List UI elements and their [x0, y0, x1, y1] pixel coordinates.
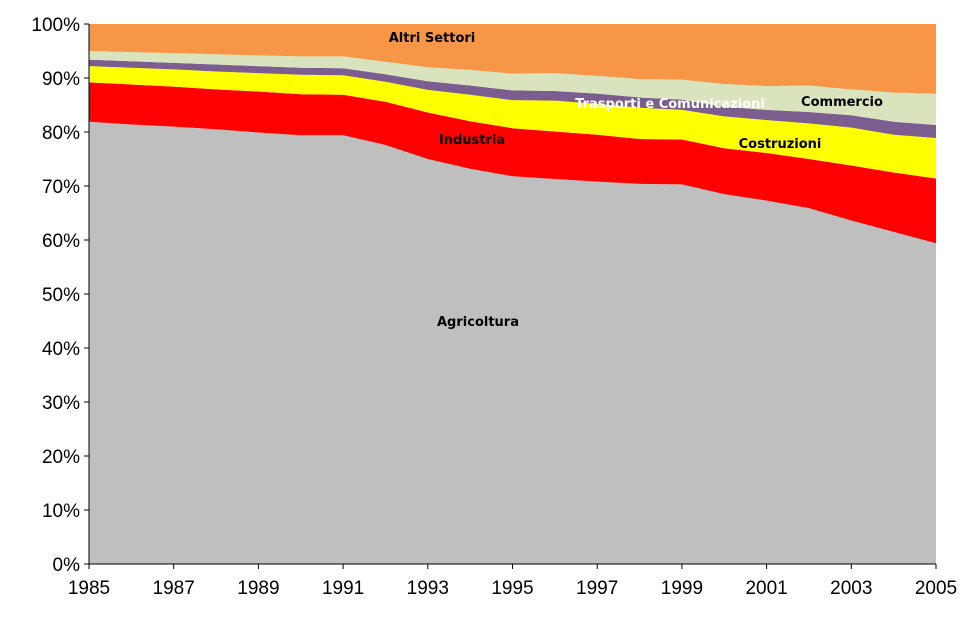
- label-commercio: Commercio: [801, 95, 883, 110]
- series-labels: Agricoltura Industria Costruzioni Traspo…: [389, 31, 883, 330]
- x-tick-label: 1995: [491, 578, 533, 599]
- label-costruzioni: Costruzioni: [739, 137, 822, 152]
- area-costruzioni: [89, 66, 936, 179]
- x-tick-label: 2005: [915, 578, 957, 599]
- y-tick-label: 60%: [42, 231, 80, 252]
- x-tick-label: 1997: [576, 578, 618, 599]
- x-tick-label: 1991: [322, 578, 364, 599]
- x-tick-label: 2001: [745, 578, 787, 599]
- x-tick-label: 1993: [407, 578, 449, 599]
- y-tick-label: 20%: [42, 447, 80, 468]
- x-tick-label: 1985: [68, 578, 110, 599]
- x-tick-label: 1999: [661, 578, 703, 599]
- y-tick-label: 100%: [31, 15, 80, 36]
- area-commercio: [89, 51, 936, 125]
- y-tick-label: 0%: [53, 555, 81, 576]
- y-tick-label: 10%: [42, 501, 80, 522]
- label-trasporti: Trasporti e Comunicazioni: [575, 97, 765, 112]
- y-tick-label: 90%: [42, 69, 80, 90]
- y-tick-label: 80%: [42, 123, 80, 144]
- area-trasporti-e-comunicazioni: [89, 59, 936, 138]
- x-tick-label: 1987: [153, 578, 195, 599]
- area-industria: [89, 82, 936, 244]
- x-tick-labels: 1985 1987 1989 1991 1993 1995 1997 1999 2001 2003…: [68, 564, 957, 599]
- y-tick-label: 50%: [42, 285, 80, 306]
- y-tick-label: 70%: [42, 177, 80, 198]
- x-tick-label: 2003: [830, 578, 872, 599]
- label-agricoltura: Agricoltura: [437, 315, 519, 330]
- y-tick-label: 40%: [42, 339, 80, 360]
- area-altri-settori: [89, 24, 936, 94]
- label-altri-settori: Altri Settori: [389, 31, 476, 46]
- area-agricoltura: [89, 121, 936, 565]
- label-industria: Industria: [439, 133, 505, 148]
- area-series-group: [89, 24, 936, 565]
- y-tick-label: 30%: [42, 393, 80, 414]
- y-tick-labels: 0% 10% 20% 30% 40% 50% 60% 70% 80% 90% 100%: [31, 15, 89, 576]
- x-tick-label: 1989: [237, 578, 279, 599]
